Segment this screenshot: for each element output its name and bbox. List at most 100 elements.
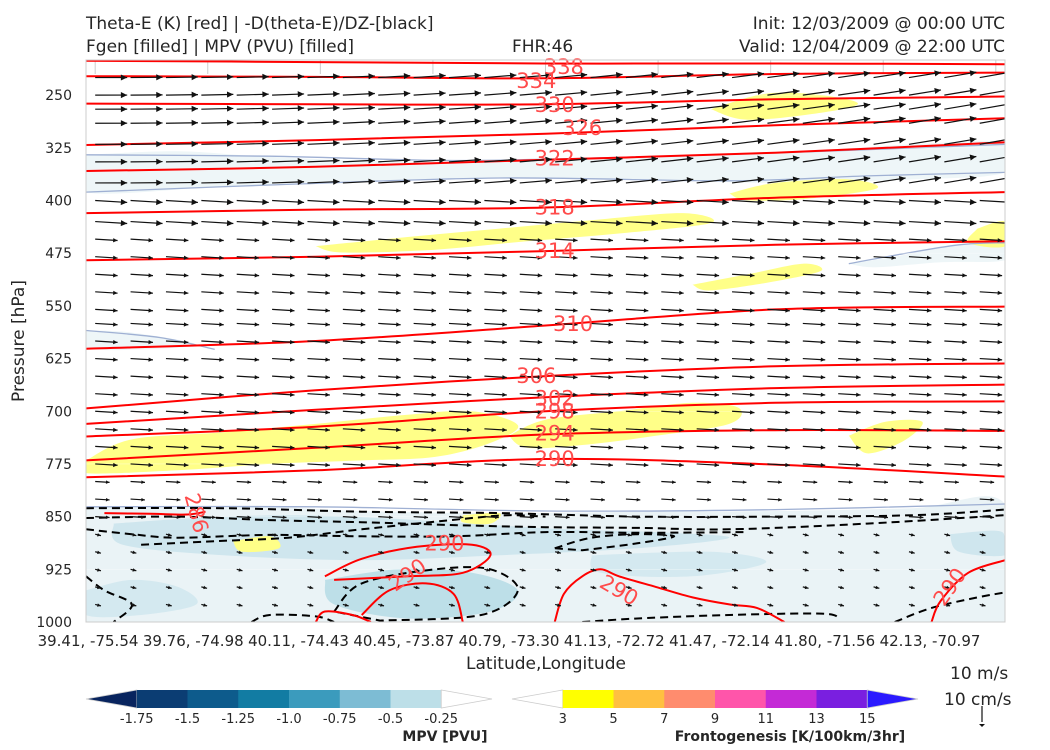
wind-vector <box>484 199 517 206</box>
wind-vector <box>838 410 861 415</box>
wind-vector <box>130 119 163 127</box>
wind-vector-head <box>820 462 826 468</box>
wind-vector-head <box>926 427 932 433</box>
wind-vector-head <box>97 568 101 572</box>
wind-vector-head <box>333 140 340 147</box>
wind-vector <box>448 118 482 125</box>
wind-vector <box>908 515 924 520</box>
wind-vector-head <box>556 568 561 572</box>
wind-vector-head <box>997 392 1003 397</box>
wind-vector-head <box>934 154 941 161</box>
wind-vector-head <box>254 410 260 415</box>
theta-e-line-310 <box>86 305 1005 350</box>
wind-vector <box>201 445 224 450</box>
wind-vector-head <box>875 585 880 590</box>
wind-vector <box>661 568 668 572</box>
wind-vector <box>95 427 118 433</box>
wind-vector-head <box>388 497 393 502</box>
wind-vector <box>767 568 774 572</box>
wind-vector <box>307 515 322 520</box>
wind-vector <box>95 603 102 607</box>
wind-vector <box>590 515 605 520</box>
wind-vector <box>661 375 684 380</box>
wind-vector-head <box>891 410 896 415</box>
wind-vector-head <box>891 308 896 313</box>
wind-vector <box>555 290 578 296</box>
wind-vector <box>307 339 330 345</box>
wind-vector <box>201 375 224 380</box>
wind-vector-head <box>459 497 464 502</box>
wind-vector-head <box>148 445 153 450</box>
wind-vector <box>484 104 517 111</box>
wind-vector-head <box>219 427 224 433</box>
wind-vector <box>838 375 861 380</box>
fgen-fill-low-patch <box>233 536 281 553</box>
wind-vector-head <box>113 375 118 380</box>
wind-vector <box>661 533 668 537</box>
wind-vector <box>590 427 613 433</box>
colorbar-tick-label: 3 <box>559 712 567 727</box>
wind-vector <box>696 255 720 260</box>
wind-vector-head <box>722 117 729 124</box>
wind-vector <box>342 73 375 80</box>
wind-vector-head <box>643 255 649 260</box>
wind-vector-head <box>424 497 429 502</box>
wind-vector-head <box>360 445 366 450</box>
wind-vector <box>625 339 649 345</box>
wind-vector-head <box>325 357 330 362</box>
wind-vector <box>484 255 507 260</box>
wind-vector <box>342 157 375 164</box>
wind-vector <box>236 273 260 278</box>
wind-vector <box>448 427 472 433</box>
wind-vector-head <box>769 585 774 590</box>
wind-vector-head <box>946 533 951 537</box>
wind-vector-head <box>439 104 446 111</box>
fgen-colorbar-label: Frontogenesis [K/100km/3hr] <box>675 729 905 745</box>
wind-vector-head <box>183 308 189 313</box>
wind-vector-head <box>601 515 605 520</box>
wind-vector-head <box>254 427 260 433</box>
wind-vector <box>413 72 446 79</box>
wind-vector <box>130 255 154 260</box>
wind-vector <box>130 290 154 296</box>
wind-vector <box>165 480 181 484</box>
wind-vector <box>944 357 967 362</box>
wind-vector <box>908 154 942 163</box>
wind-vector <box>95 74 128 81</box>
y-tick-label: 700 <box>45 404 72 420</box>
wind-vector <box>661 155 694 163</box>
wind-vector-head <box>415 603 420 607</box>
wind-vector-head <box>962 339 967 345</box>
wind-vector <box>838 238 861 243</box>
wind-vector-head <box>1004 175 1005 176</box>
wind-vector <box>484 90 517 97</box>
wind-vector <box>519 603 526 607</box>
wind-vector <box>448 497 464 502</box>
wind-vector-shaft <box>979 72 1005 79</box>
wind-vector <box>731 550 738 555</box>
wind-vector-head <box>380 550 385 555</box>
wind-vector-head <box>262 158 269 165</box>
wind-vector <box>802 199 835 206</box>
wind-vector-head <box>368 199 375 206</box>
wind-vector <box>732 238 755 243</box>
wind-vector-head <box>219 462 224 468</box>
wind-vector <box>908 273 932 278</box>
wind-vector <box>696 427 720 433</box>
wind-vector-head <box>848 497 853 502</box>
y-tick-label: 550 <box>45 299 72 315</box>
wind-vector <box>838 102 871 110</box>
wind-vector-head <box>176 497 181 502</box>
wind-vector-head <box>466 322 472 327</box>
wind-vector-head <box>415 568 420 572</box>
wind-vector <box>201 308 224 313</box>
wind-vector <box>236 220 269 227</box>
wind-vector <box>873 290 897 296</box>
wind-vector-head <box>714 427 720 433</box>
wind-vector-head <box>450 603 455 607</box>
wind-vector <box>838 550 845 555</box>
wind-vector <box>342 497 358 502</box>
wind-vector-head <box>742 515 747 520</box>
theta-e-line-326 <box>86 117 1005 146</box>
wind-vector-head <box>686 71 694 78</box>
